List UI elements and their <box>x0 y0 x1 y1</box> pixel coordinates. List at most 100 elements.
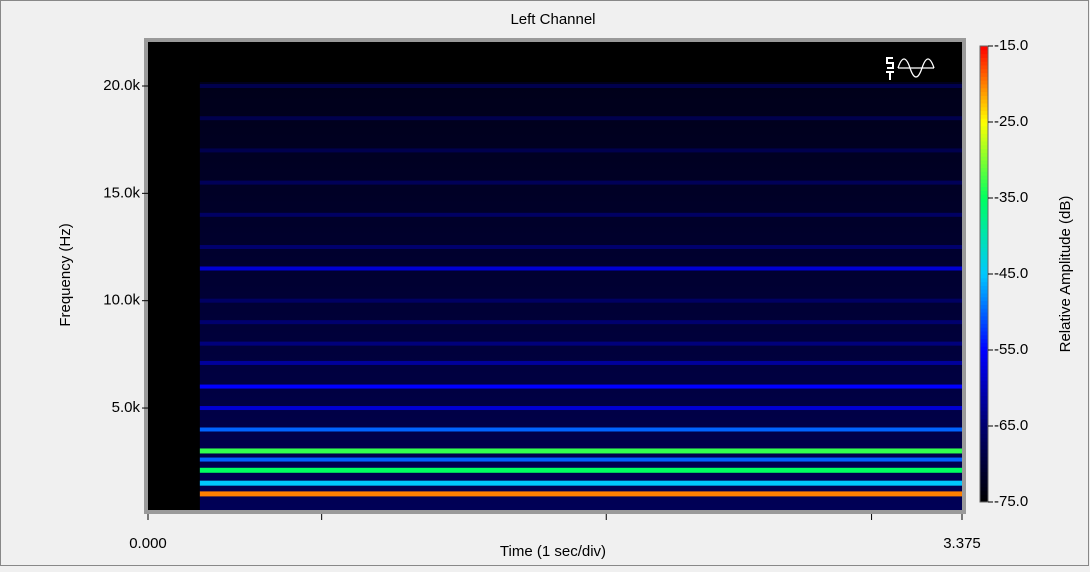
harmonic-band <box>200 213 962 217</box>
colorbar-segment <box>980 483 988 487</box>
colorbar-segment <box>980 464 988 468</box>
harmonic-band <box>200 320 962 324</box>
colorbar-segment <box>980 437 988 441</box>
x-tick-label: 0.000 <box>129 535 167 552</box>
colorbar-tick-label: -75.0 <box>994 493 1028 510</box>
harmonic-band <box>200 491 962 496</box>
colorbar-segment <box>980 369 988 373</box>
colorbar-segment <box>980 175 988 179</box>
colorbar-segment <box>980 449 988 453</box>
x-tick-label: 3.375 <box>943 535 981 552</box>
colorbar-segment <box>980 251 988 255</box>
colorbar-segment <box>980 232 988 236</box>
colorbar-segment <box>980 282 988 286</box>
colorbar-segment <box>980 187 988 191</box>
colorbar-segment <box>980 141 988 145</box>
colorbar-segment <box>980 190 988 194</box>
colorbar-segment <box>980 225 988 229</box>
colorbar-segment <box>980 327 988 331</box>
colorbar-segment <box>980 350 988 354</box>
colorbar-segment <box>980 46 988 50</box>
colorbar-segment <box>980 297 988 301</box>
y-tick-label: 10.0k <box>103 292 140 309</box>
harmonic-band <box>200 116 962 120</box>
colorbar-tick-label: -35.0 <box>994 189 1028 206</box>
colorbar-tick-label: -15.0 <box>994 37 1028 54</box>
colorbar-segment <box>980 50 988 54</box>
colorbar-segment <box>980 171 988 175</box>
harmonic-band <box>200 299 962 303</box>
harmonic-band <box>200 468 962 473</box>
colorbar-segment <box>980 137 988 141</box>
colorbar-segment <box>980 289 988 293</box>
colorbar-segment <box>980 274 988 278</box>
colorbar-segment <box>980 399 988 403</box>
colorbar-segment <box>980 206 988 210</box>
colorbar-tick-label: -65.0 <box>994 417 1028 434</box>
colorbar-segment <box>980 445 988 449</box>
colorbar-segment <box>980 122 988 126</box>
colorbar-segment <box>980 403 988 407</box>
harmonic-band <box>200 448 962 453</box>
colorbar-segment <box>980 236 988 240</box>
colorbar-segment <box>980 76 988 80</box>
colorbar-segment <box>980 301 988 305</box>
y-axis-label: Frequency (Hz) <box>57 223 74 326</box>
colorbar-segment <box>980 145 988 149</box>
colorbar-segment <box>980 293 988 297</box>
colorbar-segment <box>980 415 988 419</box>
colorbar-segment <box>980 396 988 400</box>
colorbar-segment <box>980 342 988 346</box>
colorbar-segment <box>980 377 988 381</box>
colorbar-segment <box>980 354 988 358</box>
colorbar-segment <box>980 80 988 84</box>
colorbar-segment <box>980 114 988 118</box>
colorbar-segment <box>980 240 988 244</box>
colorbar-segment <box>980 202 988 206</box>
colorbar-segment <box>980 430 988 434</box>
colorbar-segment <box>980 221 988 225</box>
colorbar-segment <box>980 149 988 153</box>
colorbar-segment <box>980 164 988 168</box>
colorbar-segment <box>980 69 988 73</box>
harmonic-band <box>200 148 962 152</box>
colorbar-segment <box>980 384 988 388</box>
colorbar-segment <box>980 426 988 430</box>
page: {"chart_data": { "type": "spectrogram", … <box>0 0 1090 567</box>
colorbar-segment <box>980 73 988 77</box>
colorbar-segment <box>980 358 988 362</box>
colorbar-segment <box>980 103 988 107</box>
colorbar-segment <box>980 346 988 350</box>
colorbar-segment <box>980 460 988 464</box>
colorbar-segment <box>980 278 988 282</box>
colorbar-segment <box>980 179 988 183</box>
colorbar-segment <box>980 244 988 248</box>
colorbar-tick-label: -45.0 <box>994 265 1028 282</box>
colorbar-segment <box>980 308 988 312</box>
harmonic-band <box>200 342 962 346</box>
colorbar-segment <box>980 107 988 111</box>
colorbar-segment <box>980 339 988 343</box>
colorbar-segment <box>980 209 988 213</box>
colorbar-segment <box>980 61 988 65</box>
colorbar-segment <box>980 365 988 369</box>
colorbar-segment <box>980 320 988 324</box>
colorbar-segment <box>980 270 988 274</box>
colorbar-segment <box>980 126 988 130</box>
x-axis-label: Time (1 sec/div) <box>500 543 606 560</box>
colorbar-segment <box>980 312 988 316</box>
colorbar-segment <box>980 198 988 202</box>
colorbar-segment <box>980 263 988 267</box>
colorbar-segment <box>980 304 988 308</box>
colorbar-segment <box>980 247 988 251</box>
colorbar-segment <box>980 130 988 134</box>
harmonic-band <box>200 481 962 486</box>
harmonic-band <box>200 427 962 431</box>
colorbar-segment <box>980 213 988 217</box>
colorbar-segment <box>980 194 988 198</box>
colorbar-segment <box>980 57 988 61</box>
colorbar-segment <box>980 456 988 460</box>
harmonic-band <box>200 385 962 389</box>
harmonic-band <box>200 458 962 462</box>
colorbar-segment <box>980 422 988 426</box>
